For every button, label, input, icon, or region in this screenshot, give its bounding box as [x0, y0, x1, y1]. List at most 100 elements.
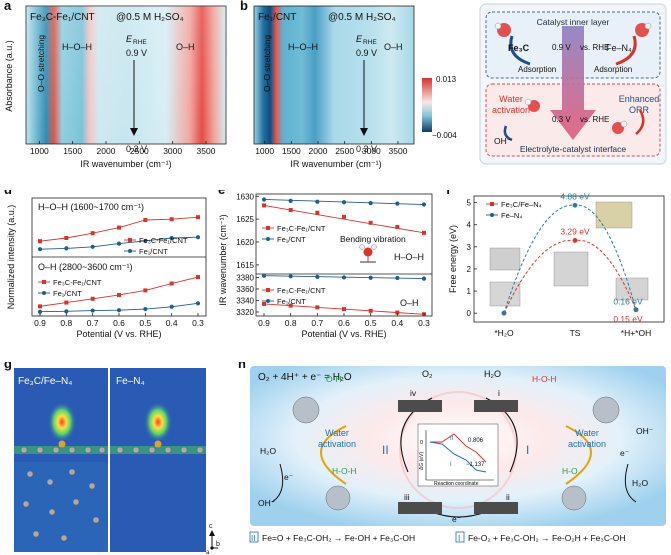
- panel-h-letter: h: [238, 362, 246, 371]
- panel-h-eq-right-num: I: [458, 534, 460, 543]
- data-label: 0.15 eV: [613, 314, 643, 324]
- panel-h-e-bottom: e⁻: [452, 514, 462, 524]
- legend-marker: [490, 213, 494, 217]
- x-tick-label: 2000: [309, 146, 328, 156]
- x-tick-label: 0.5: [365, 318, 377, 328]
- data-label: 4.88 eV: [560, 191, 590, 201]
- e-bottom-title: O–H: [400, 298, 419, 308]
- inset-xlabel: Reaction coordinate: [434, 481, 479, 487]
- panel-b-colorbar: [422, 78, 432, 132]
- data-point: [169, 281, 174, 286]
- x-tick-label: 1500: [63, 146, 82, 156]
- legend-marker: [128, 238, 132, 242]
- y-tick-label: 1625: [236, 215, 254, 224]
- panel-a-erhe-sub: RHE: [133, 39, 147, 46]
- data-point: [633, 307, 639, 313]
- panel-h-step-iii: iii: [404, 492, 410, 502]
- e-water-molecule-icon: [359, 244, 377, 263]
- legend-label: Fe₃C-Fe₁/CNT: [139, 236, 188, 245]
- d-ylabel: Normalized intensity (a.u.): [6, 205, 16, 310]
- f-ylabel: Free energy (eV): [448, 225, 458, 293]
- panel-h-oh-left: OH⁻: [258, 498, 276, 508]
- x-tick-label: *H₂O: [494, 328, 514, 338]
- panel-a-v-bottom: 0.3 V: [126, 144, 147, 154]
- data-point: [368, 220, 373, 225]
- data-point: [116, 241, 122, 246]
- data-point: [422, 230, 426, 235]
- panel-e: H–O–H O–H Bending vibration IR wavenumbe…: [216, 190, 438, 340]
- x-tick-label: 0.4: [391, 318, 403, 328]
- x-tick-label: 0.5: [139, 318, 151, 328]
- data-point: [64, 300, 69, 305]
- x-tick-label: 1000: [255, 146, 274, 156]
- panel-h-eq-left: Fe=O + Fe₃C-OH₂ → Fe-OH + Fe₃C-OH: [262, 533, 415, 543]
- panel-b: Fe₁/CNT @0.5 M H₂SO₄ O–O stretching H–O–…: [236, 0, 474, 170]
- x-tick-label: 0.6: [113, 318, 125, 328]
- legend-label: Fe₃C-Fe₁/CNT: [53, 278, 102, 287]
- data-point: [90, 308, 95, 313]
- x-tick-label: 2500: [335, 146, 354, 156]
- panel-a-xlabel: IR wavenumber (cm⁻¹): [80, 159, 171, 169]
- e-bending-label: Bending vibration: [340, 234, 406, 244]
- panel-h-inset: [417, 423, 499, 487]
- panel-c-adsorption-right: Adsorption: [594, 65, 632, 74]
- panel-b-title: Fe₁/CNT: [258, 12, 296, 23]
- panel-c-oh-minus: OH⁻: [494, 136, 512, 146]
- x-tick-label: 2500: [130, 146, 149, 156]
- d-xlabel: Potential (V vs. RHE): [76, 329, 161, 339]
- data-point: [315, 210, 320, 215]
- data-point: [117, 292, 121, 297]
- data-point: [368, 201, 373, 206]
- x-tick-label: 3500: [197, 146, 216, 156]
- panel-b-band-oo: O–O stretching: [262, 35, 272, 92]
- data-point: [315, 305, 320, 310]
- y-tick-label: 2: [467, 265, 472, 274]
- y-tick-label: 3320: [236, 308, 254, 317]
- y-tick-label: 3380: [236, 273, 254, 282]
- panel-d: H–O–H (1600~1700 cm⁻¹) O–H (2800~3600 cm…: [0, 190, 214, 340]
- data-point: [262, 203, 266, 208]
- axis-a-label: a: [206, 550, 210, 555]
- panel-b-erhe: E: [356, 34, 363, 44]
- y-tick-label: 1620: [236, 238, 254, 247]
- panel-b-scale-max: 0.013: [436, 75, 457, 84]
- data-point: [38, 239, 42, 244]
- panel-c-fen4: Fe–N₄: [606, 43, 632, 53]
- data-point: [38, 304, 42, 309]
- panel-g-right-map: [110, 368, 206, 552]
- panel-a-title: Fe₃C-Fe₁/CNT: [30, 12, 95, 23]
- data-point: [143, 306, 148, 312]
- data-point: [262, 301, 266, 306]
- panel-c-inner-layer: Catalyst inner layer: [537, 17, 610, 27]
- panel-c-vs-rhe-top: vs. RHE: [580, 43, 609, 52]
- x-tick-label: 0.7: [87, 318, 99, 328]
- x-tick-label: 0.8: [60, 318, 72, 328]
- panel-a-band-oo: O–O stretching: [36, 35, 46, 92]
- panel-h-hoh-left: H-O-H: [332, 466, 357, 476]
- data-point: [341, 200, 347, 205]
- data-point: [288, 274, 293, 279]
- y-tick-label: 4: [467, 221, 472, 230]
- panel-c-adsorption-left: Adsorption: [518, 65, 556, 74]
- d-top-title: H–O–H (1600~1700 cm⁻¹): [38, 202, 144, 212]
- panel-f-letter: f: [446, 190, 450, 197]
- panel-h-clusters: [292, 396, 620, 511]
- panel-b-xlabel: IR wavenumber (cm⁻¹): [290, 159, 381, 169]
- inset-roman-i: I: [450, 462, 452, 468]
- x-tick-label: TS: [570, 328, 581, 338]
- panel-a-condition: @0.5 M H₂SO₄: [116, 12, 184, 23]
- data-point: [421, 276, 427, 281]
- data-point: [501, 310, 507, 316]
- y-tick-label: 1630: [236, 192, 254, 201]
- panel-d-letter: d: [4, 190, 12, 197]
- legend-label: Fe₃C/Fe–N₄: [501, 200, 542, 209]
- data-point: [421, 202, 427, 207]
- panel-h-eq-left-num: II: [251, 534, 255, 543]
- data-label: 0.16 eV: [613, 297, 643, 307]
- data-point: [368, 308, 373, 313]
- data-point: [64, 236, 69, 240]
- x-tick-label: 3500: [389, 146, 408, 156]
- panel-h-step-iv: iv: [410, 388, 417, 398]
- axis-triad-icon: [209, 530, 218, 550]
- data-point: [195, 301, 201, 306]
